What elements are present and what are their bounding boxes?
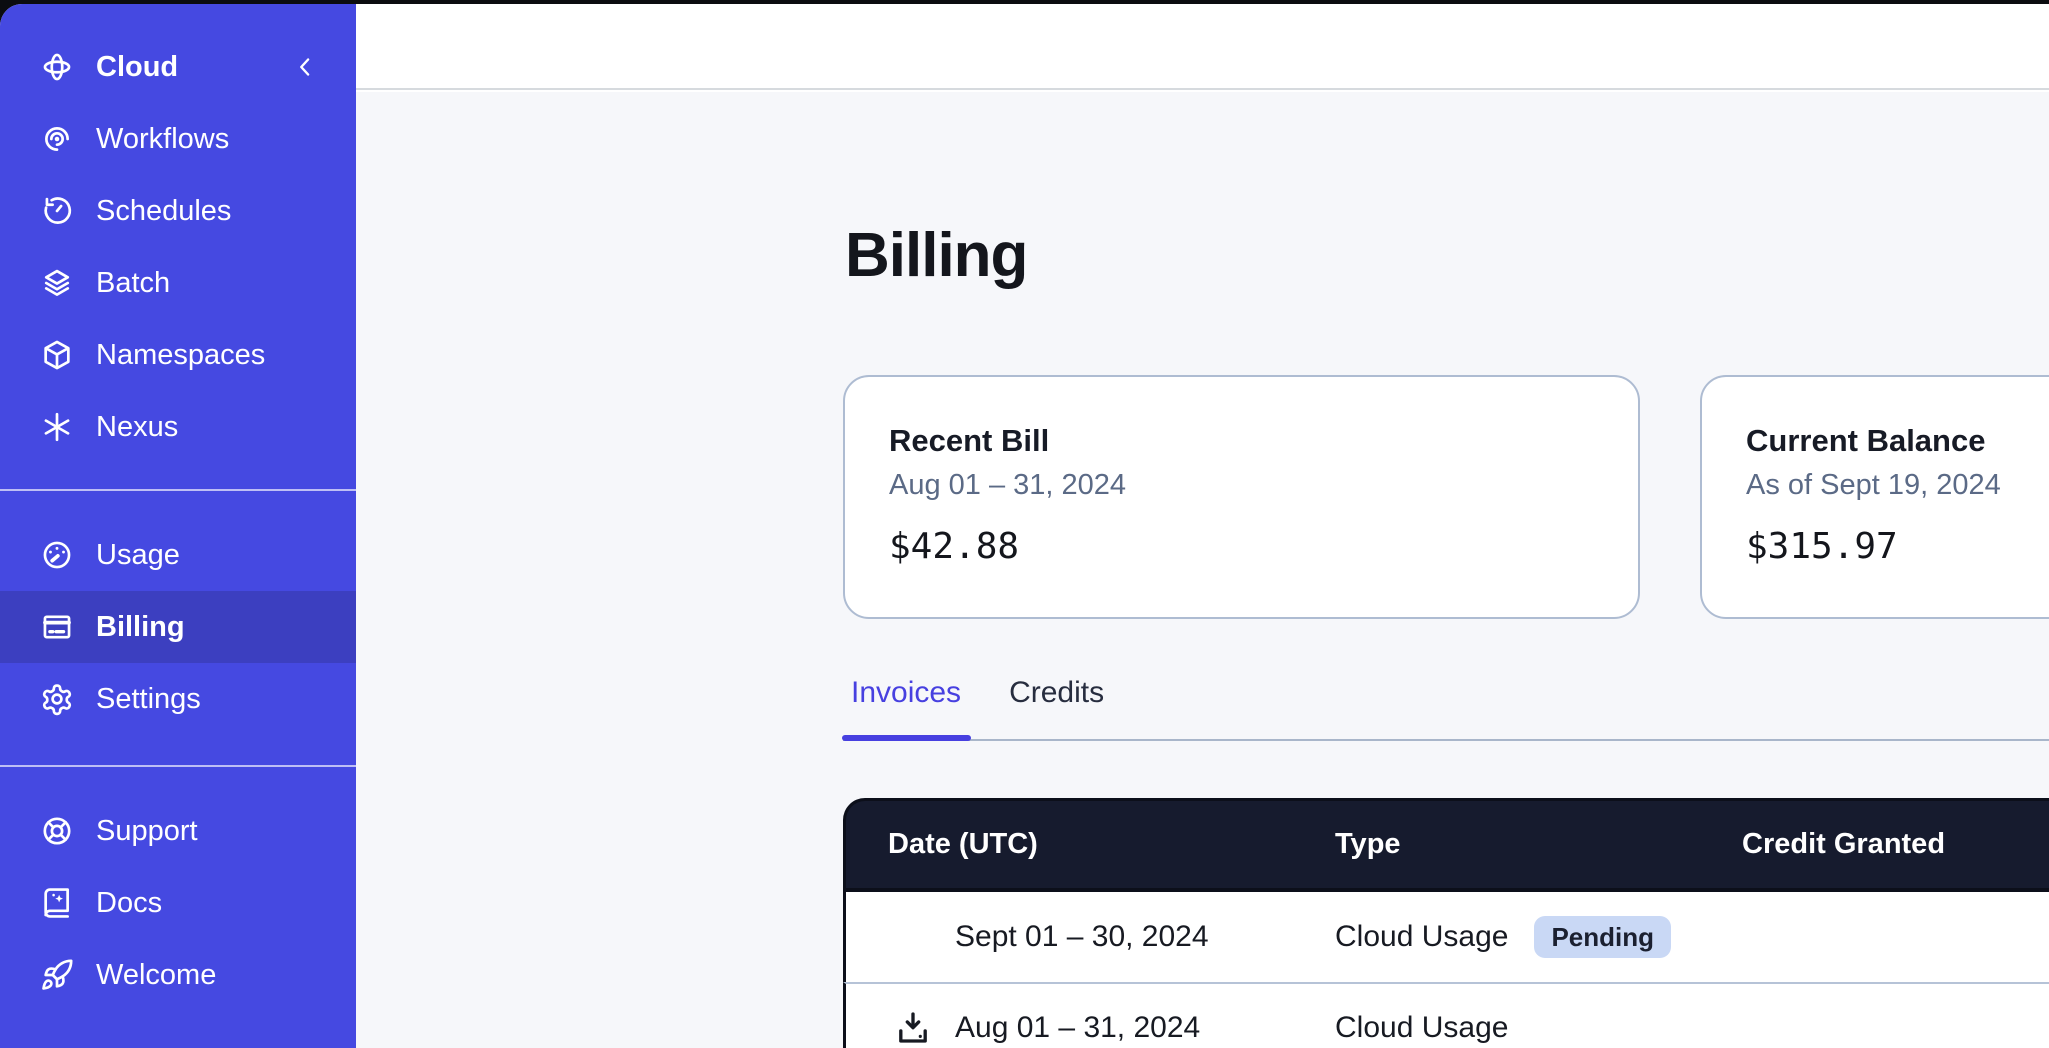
sidebar-item-schedules[interactable]: Schedules [0,175,356,247]
schedules-icon [40,194,74,228]
rocket-icon [40,958,74,992]
sidebar-item-label: Support [96,814,198,847]
card-as-of-date: As of Sept 19, 2024 [1746,469,2001,501]
billing-tabs: Invoices Credits [851,676,1104,710]
invoices-table: Date (UTC) Type Credit Granted Sept 01 –… [843,798,2049,1048]
invoice-date-text: Aug 01 – 31, 2024 [955,1011,1201,1044]
sidebar-item-label: Welcome [96,958,217,991]
temporal-logo-icon [40,50,74,84]
app-window: Cloud Workflows Schedules Batch [0,4,2049,1048]
table-row[interactable]: Sept 01 – 30, 2024 Cloud Usage Pending [843,892,2049,982]
table-row[interactable]: Aug 01 – 31, 2024 Cloud Usage [843,982,2049,1048]
collapse-sidebar-button[interactable] [290,52,320,82]
sidebar-item-label: Schedules [96,194,232,227]
sidebar-item-label: Usage [96,538,180,571]
sidebar-item-label: Docs [96,886,163,919]
current-balance-card: Current Balance As of Sept 19, 2024 $315… [1700,375,2049,619]
sidebar: Cloud Workflows Schedules Batch [0,4,356,1048]
sidebar-item-cloud[interactable]: Cloud [0,31,356,103]
sidebar-item-label: Workflows [96,122,230,155]
sidebar-item-label: Settings [96,682,201,715]
column-header-credit-granted: Credit Granted [1742,828,1946,860]
sidebar-item-namespaces[interactable]: Namespaces [0,319,356,391]
tab-invoices[interactable]: Invoices [851,676,962,709]
download-invoice-icon[interactable] [894,1009,932,1047]
sidebar-item-usage[interactable]: Usage [0,519,356,591]
sidebar-item-label: Billing [96,610,185,643]
top-header-bar [356,4,2049,90]
recent-bill-card: Recent Bill Aug 01 – 31, 2024 $42.88 [843,375,1640,619]
sidebar-item-label: Namespaces [96,338,266,371]
page-title: Billing [845,221,1028,290]
table-header-row: Date (UTC) Type Credit Granted [843,798,2049,892]
gauge-icon [40,538,74,572]
sidebar-item-nexus[interactable]: Nexus [0,391,356,463]
invoice-type-cell: Cloud Usage [1335,1011,1509,1044]
column-header-type: Type [1335,828,1401,860]
billing-card-icon [40,610,74,644]
sidebar-item-welcome[interactable]: Welcome [0,939,356,1011]
card-amount: $42.88 [889,526,1020,567]
sidebar-item-batch[interactable]: Batch [0,247,356,319]
invoice-date-cell: Sept 01 – 30, 2024 [955,920,1209,953]
status-badge: Pending [1534,916,1671,958]
book-sparkles-icon [40,886,74,920]
billing-page-content: Billing Recent Bill Aug 01 – 31, 2024 $4… [356,92,2049,1048]
card-title: Recent Bill [889,423,1050,458]
tabs-bottom-border [843,739,2049,741]
sidebar-item-label: Cloud [96,50,179,83]
batch-layers-icon [40,266,74,300]
column-header-date: Date (UTC) [888,828,1038,860]
sidebar-item-support[interactable]: Support [0,795,356,867]
lifebuoy-icon [40,814,74,848]
sidebar-divider [0,765,356,767]
tab-credits[interactable]: Credits [1009,676,1105,709]
invoice-type-cell: Cloud Usage [1335,920,1509,953]
active-tab-indicator [842,735,971,741]
card-title: Current Balance [1746,423,1986,458]
invoice-date-cell: Aug 01 – 31, 2024 [846,1011,1335,1045]
gear-icon [40,682,74,716]
card-period: Aug 01 – 31, 2024 [889,469,1127,501]
sidebar-item-label: Nexus [96,410,179,443]
workflows-icon [40,122,74,156]
sidebar-item-docs[interactable]: Docs [0,867,356,939]
namespaces-cube-icon [40,338,74,372]
sidebar-item-label: Batch [96,266,171,299]
card-amount: $315.97 [1746,526,1898,567]
nexus-asterisk-icon [40,410,74,444]
sidebar-divider [0,489,356,491]
sidebar-item-settings[interactable]: Settings [0,663,356,735]
sidebar-item-billing[interactable]: Billing [0,591,356,663]
main-area: Billing Recent Bill Aug 01 – 31, 2024 $4… [356,4,2049,1048]
sidebar-item-workflows[interactable]: Workflows [0,103,356,175]
